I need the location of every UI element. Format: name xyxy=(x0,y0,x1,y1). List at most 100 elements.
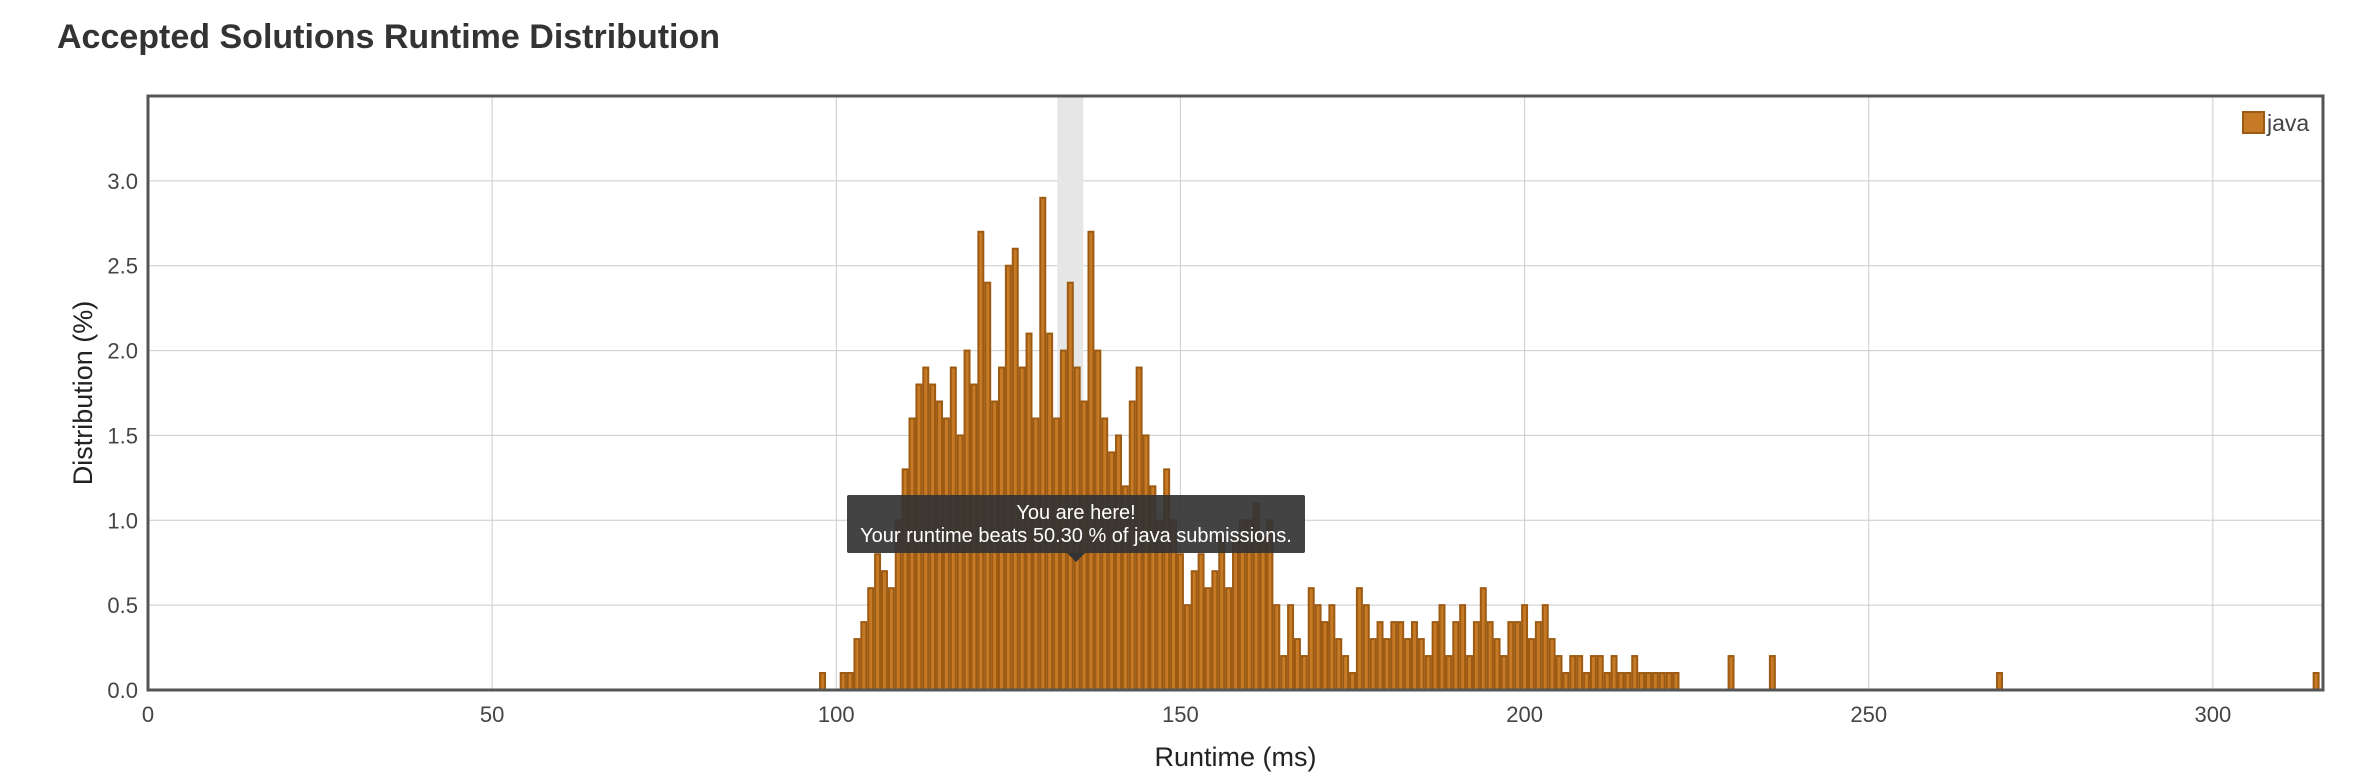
legend-swatch-java[interactable] xyxy=(2242,111,2265,134)
bar-java xyxy=(1431,621,1439,691)
bar-java xyxy=(1280,655,1288,691)
tooltip-line-1: You are here! xyxy=(1016,502,1135,524)
bar-java xyxy=(1328,604,1336,692)
page-title: Accepted Solutions Runtime Distribution xyxy=(57,18,721,56)
bar-java xyxy=(1101,417,1109,691)
bar-java xyxy=(1562,672,1570,691)
bar-java xyxy=(2312,672,2320,691)
y-tick-label: 2.0 xyxy=(107,339,138,364)
bar-java xyxy=(1300,655,1308,691)
bar-java xyxy=(1596,655,1604,691)
bar-java xyxy=(1768,655,1776,691)
bar-java xyxy=(1307,587,1315,692)
bar-java xyxy=(1610,655,1618,691)
bar-java xyxy=(1335,638,1343,691)
runtime-tooltip: You are here! Your runtime beats 50.30 %… xyxy=(847,495,1305,562)
bar-java xyxy=(839,672,847,691)
x-tick-label: 100 xyxy=(818,702,855,727)
bar-java xyxy=(942,417,950,691)
y-tick-label: 0.0 xyxy=(107,678,138,703)
bar-java xyxy=(1349,672,1356,691)
bar-java xyxy=(956,434,964,691)
bar-java xyxy=(1603,672,1611,691)
bar-java xyxy=(819,672,827,691)
bar-java xyxy=(1996,672,2003,691)
bar-java xyxy=(1486,621,1494,691)
x-tick-label: 50 xyxy=(480,702,504,727)
bar-java xyxy=(1727,655,1735,691)
bar-java xyxy=(1665,672,1673,691)
bar-java xyxy=(1342,655,1350,691)
bar-java xyxy=(1624,672,1632,691)
bar-java xyxy=(1287,604,1295,692)
y-tick-label: 0.5 xyxy=(107,593,138,618)
bar-java xyxy=(1410,621,1418,691)
y-tick-label: 1.0 xyxy=(107,508,138,533)
bar-java xyxy=(1225,587,1233,692)
legend-label-java[interactable]: java xyxy=(2266,110,2309,136)
x-tick-label: 200 xyxy=(1506,702,1543,727)
bar-java xyxy=(887,587,895,692)
bar-java xyxy=(1658,672,1666,691)
bar-java xyxy=(1176,553,1184,691)
bar-java xyxy=(1039,196,1047,691)
bar-java xyxy=(984,281,992,691)
bar-java xyxy=(1424,655,1432,691)
tooltip-line-2: Your runtime beats 50.30 % of java submi… xyxy=(860,525,1292,547)
bar-java xyxy=(1548,638,1556,691)
bar-java xyxy=(1115,434,1122,691)
bar-java xyxy=(977,230,985,691)
tooltip-pointer xyxy=(1067,553,1085,562)
bar-java xyxy=(1066,281,1074,691)
bar-java xyxy=(1617,672,1625,691)
bar-java xyxy=(1631,655,1639,691)
y-tick-label: 2.5 xyxy=(107,254,138,279)
bar-java xyxy=(1390,621,1398,691)
bar-java xyxy=(1259,536,1267,691)
bar-java xyxy=(867,587,875,692)
bar-java xyxy=(1459,604,1467,692)
x-tick-label: 150 xyxy=(1162,702,1199,727)
y-tick-label: 1.5 xyxy=(107,423,138,448)
x-axis: 0 50 100 150 200 250 300 xyxy=(142,702,2231,727)
bar-java xyxy=(1452,621,1460,691)
bar-java xyxy=(1404,638,1412,691)
bar-java xyxy=(846,672,854,691)
plot-frame xyxy=(146,94,2325,692)
x-tick-label: 0 xyxy=(142,702,154,727)
bar-java xyxy=(1032,417,1040,691)
bar-java xyxy=(1438,604,1446,692)
bar-java xyxy=(1527,638,1535,691)
bar-java xyxy=(1108,451,1116,691)
bar-java xyxy=(1362,604,1370,692)
bar-java xyxy=(1672,672,1680,691)
legend[interactable]: java xyxy=(2242,110,2309,136)
bar-java xyxy=(1355,587,1363,692)
bar-java xyxy=(880,570,888,692)
bar-java xyxy=(1369,638,1377,691)
bar-java xyxy=(1190,570,1198,692)
x-axis-title: Runtime (ms) xyxy=(1154,742,1316,772)
bar-java xyxy=(1472,621,1480,691)
y-axis: 0.0 0.5 1.0 1.5 2.0 2.5 3.0 xyxy=(107,169,138,703)
bar-java xyxy=(1417,638,1425,691)
bar-java xyxy=(1197,553,1205,691)
x-tick-label: 300 xyxy=(2195,702,2232,727)
bar-java xyxy=(1011,247,1019,691)
bar-java xyxy=(1204,587,1212,692)
bar-java xyxy=(1479,587,1487,692)
bar-java xyxy=(1589,655,1597,691)
bar-java xyxy=(1644,672,1652,691)
bar-java xyxy=(1211,570,1219,692)
bar-java xyxy=(1638,672,1646,691)
bar-java xyxy=(860,621,868,691)
bar-java xyxy=(1053,417,1061,691)
bar-java xyxy=(874,553,882,691)
bar-java xyxy=(1273,604,1281,692)
bar-java xyxy=(1500,655,1508,691)
bar-java xyxy=(1507,621,1515,691)
bar-java xyxy=(1541,604,1549,692)
bar-java xyxy=(1466,655,1473,691)
bar-java xyxy=(853,638,861,691)
